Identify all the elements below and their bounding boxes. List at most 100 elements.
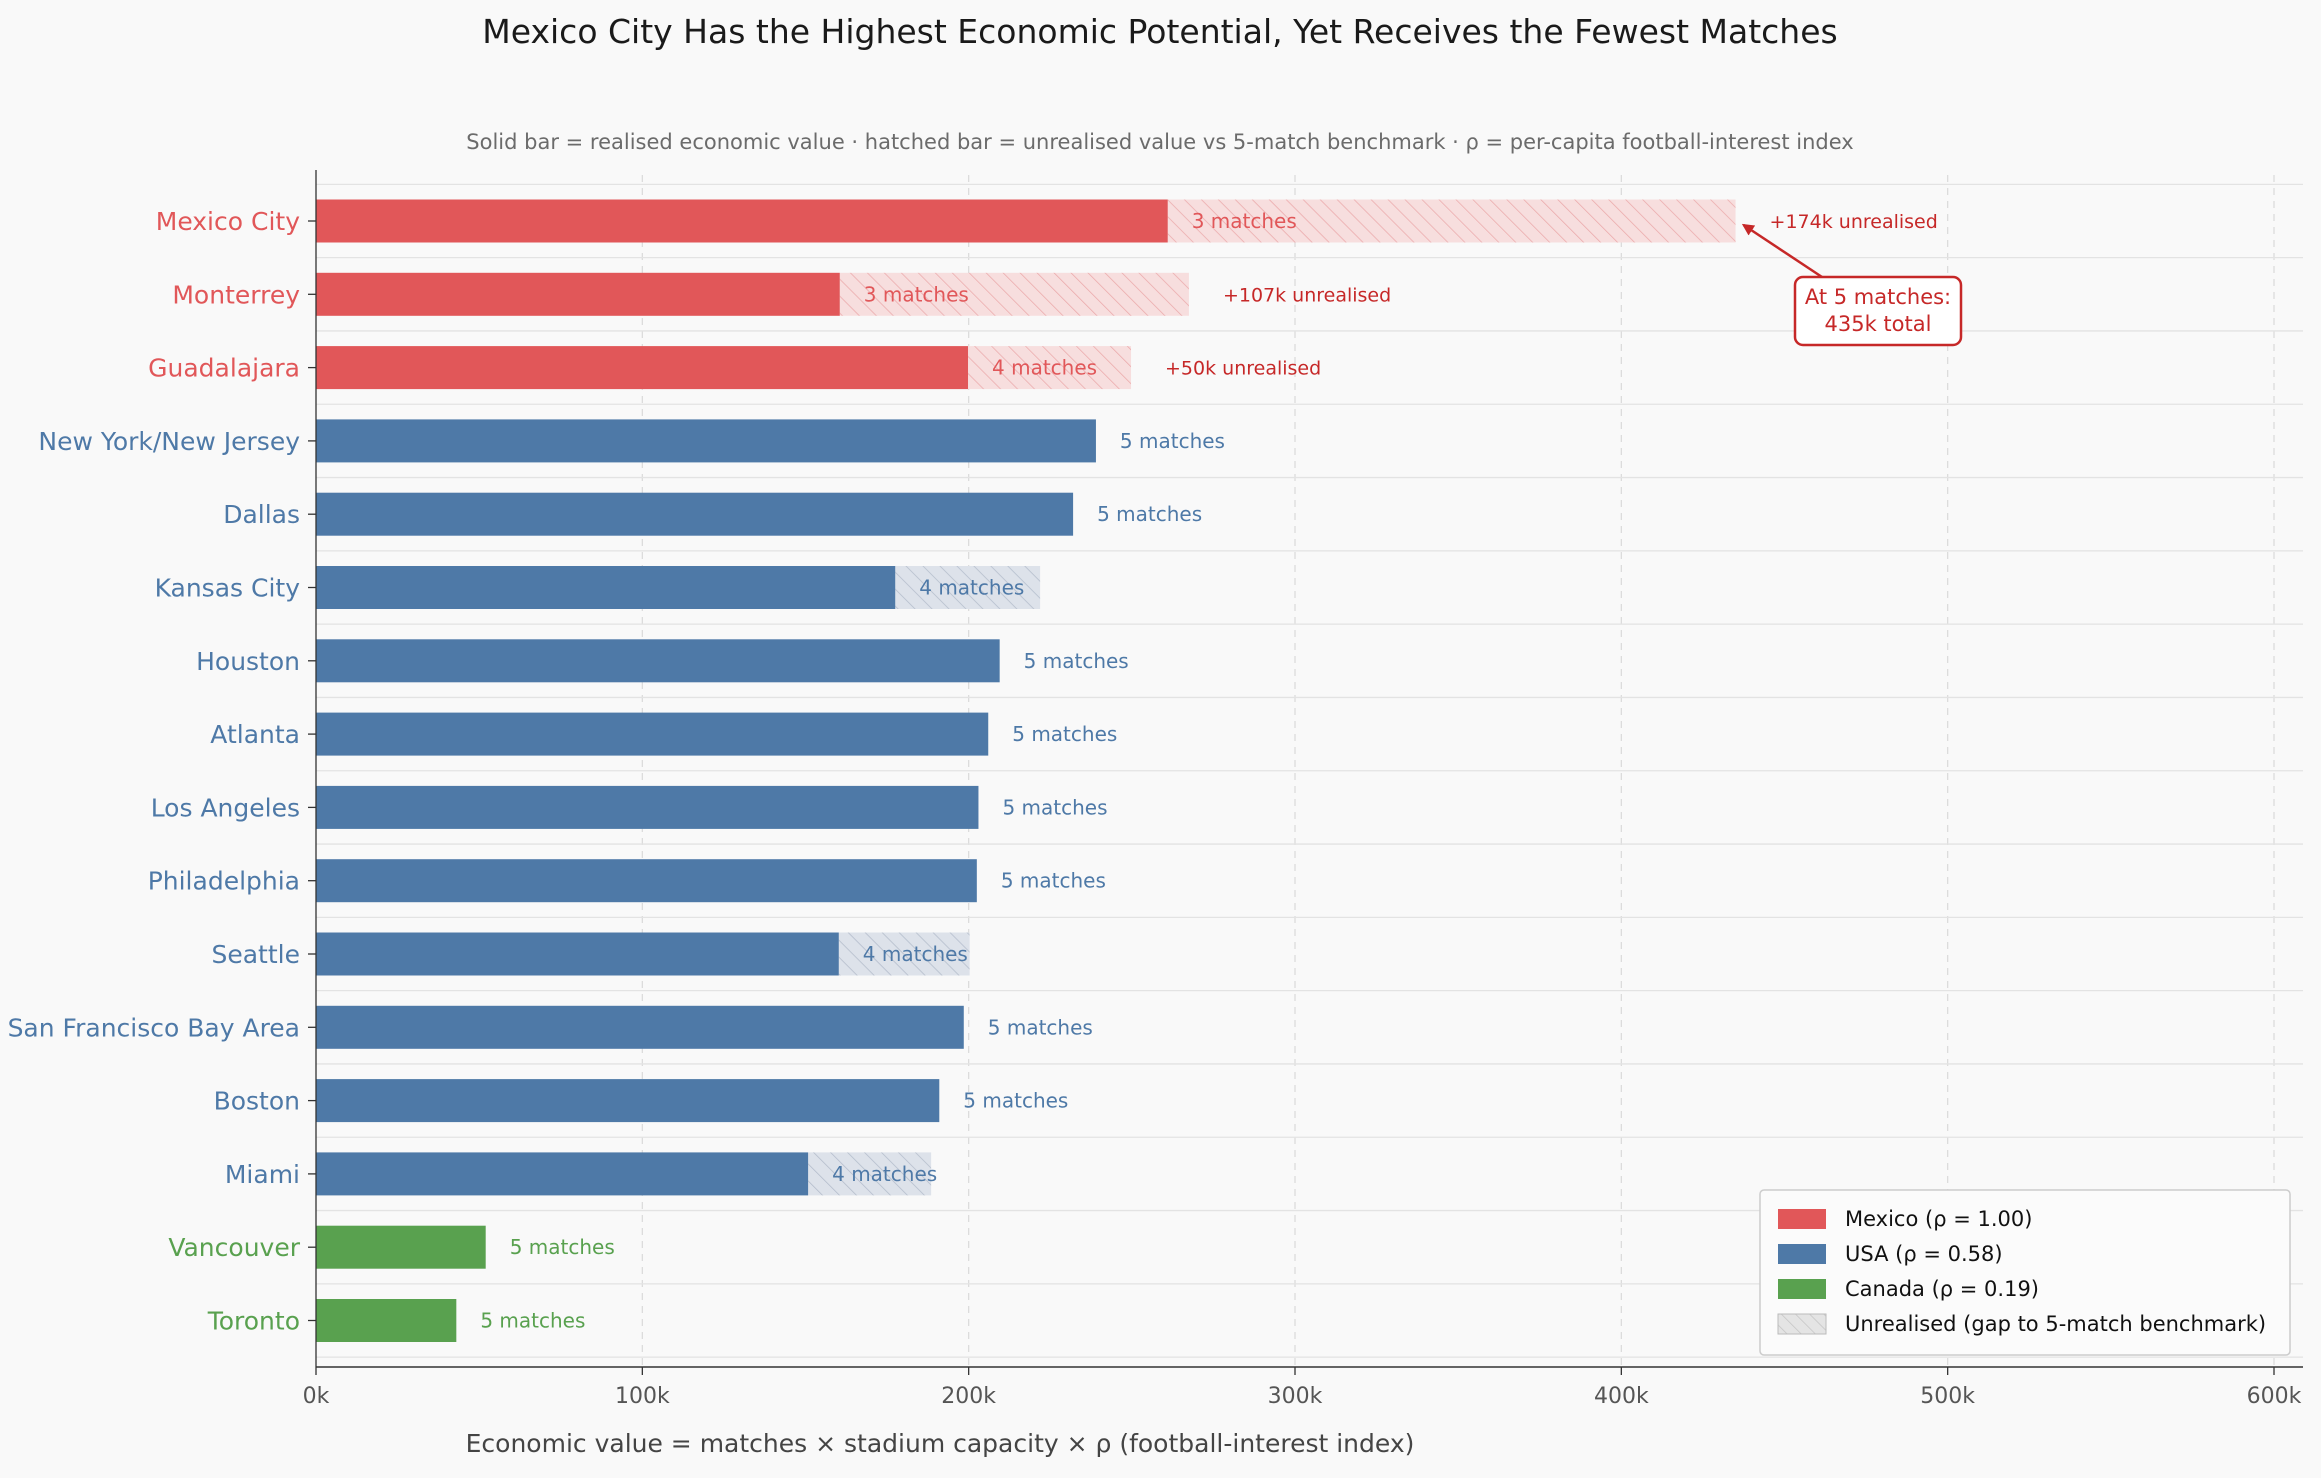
bar-group: Dallas 5 matches xyxy=(223,492,1202,536)
y-tick-label: New York/New Jersey xyxy=(38,427,300,456)
matches-label: 4 matches xyxy=(863,942,968,966)
matches-label: 5 matches xyxy=(963,1089,1068,1113)
matches-label: 5 matches xyxy=(1097,502,1202,526)
chart-title: Mexico City Has the Highest Economic Pot… xyxy=(482,12,1837,51)
matches-label: 3 matches xyxy=(864,282,969,306)
annotation-box xyxy=(1793,275,1963,347)
y-tick-label: Monterrey xyxy=(172,280,300,309)
matches-label: 5 matches xyxy=(480,1309,585,1333)
legend-label: Unrealised (gap to 5-match benchmark) xyxy=(1845,1312,2266,1336)
matches-label: 5 matches xyxy=(1002,795,1107,819)
annotation-line-1: At 5 matches: xyxy=(1805,285,1951,309)
bar-group: Boston 5 matches xyxy=(214,1079,1068,1123)
unrealised-bar xyxy=(808,1152,932,1196)
matches-label: 5 matches xyxy=(1024,649,1129,673)
y-tick-label: Dallas xyxy=(223,500,300,529)
y-tick-label: Guadalajara xyxy=(148,354,300,383)
legend-swatch xyxy=(1778,1244,1826,1264)
y-tick-label: Toronto xyxy=(207,1307,300,1336)
matches-label: 5 matches xyxy=(1001,869,1106,893)
realised-bar xyxy=(316,346,969,390)
bar-group: Kansas City 4 matches xyxy=(155,566,1041,609)
x-tick-label: 300k xyxy=(1268,1384,1323,1409)
realised-bar xyxy=(316,199,1168,243)
realised-bar xyxy=(316,785,979,829)
unrealised-label: +50k unrealised xyxy=(1165,358,1321,380)
unrealised-bar xyxy=(839,272,1189,316)
y-tick-label: Atlanta xyxy=(210,720,300,749)
y-tick-label: Philadelphia xyxy=(148,867,300,896)
bar-group: Atlanta 5 matches xyxy=(210,712,1117,756)
realised-bar xyxy=(316,712,989,756)
matches-label: 3 matches xyxy=(1192,209,1297,233)
y-tick-label: Seattle xyxy=(211,940,300,969)
matches-label: 4 matches xyxy=(919,576,1024,600)
x-tick-label: 200k xyxy=(941,1384,996,1409)
matches-label: 5 matches xyxy=(1120,429,1225,453)
realised-bar xyxy=(316,1152,809,1196)
bars: Mexico City 3 matches +174k unrealised Mont… xyxy=(8,199,1938,1342)
x-tick-label: 600k xyxy=(2247,1384,2302,1409)
legend-swatch xyxy=(1778,1209,1826,1229)
y-tick-label: Vancouver xyxy=(168,1233,300,1262)
x-tick-label: 0k xyxy=(303,1384,330,1409)
realised-bar xyxy=(316,492,1074,536)
realised-bar xyxy=(316,1005,964,1049)
y-tick-label: Mexico City xyxy=(156,207,300,236)
unrealised-bar xyxy=(838,932,970,976)
x-tick-label: 100k xyxy=(615,1384,670,1409)
legend-label: USA (ρ = 0.58) xyxy=(1845,1242,2003,1266)
unrealised-bar xyxy=(1167,199,1736,243)
y-tick-label: San Francisco Bay Area xyxy=(8,1013,300,1042)
y-tick-label: Los Angeles xyxy=(151,793,300,822)
x-tick-label: 400k xyxy=(1594,1384,1649,1409)
x-axis: 0k 100k 200k 300k 400k 500k 600k xyxy=(303,170,2303,1409)
bar-group: New York/New Jersey 5 matches xyxy=(38,419,1225,463)
realised-bar xyxy=(316,272,840,316)
legend-swatch xyxy=(1777,1313,1827,1335)
row-separators xyxy=(316,183,2303,1358)
realised-bar xyxy=(316,1225,486,1269)
bar-group: Monterrey 3 matches +107k unrealised xyxy=(172,272,1391,316)
unrealised-bar xyxy=(968,346,1132,390)
bar-group: Toronto 5 matches xyxy=(207,1299,585,1342)
annotation-line-2: 435k total xyxy=(1825,312,1932,336)
matches-label: 5 matches xyxy=(988,1015,1093,1039)
realised-bar xyxy=(316,419,1096,463)
bar-group: San Francisco Bay Area 5 matches xyxy=(8,1005,1093,1049)
bar-group: Vancouver 5 matches xyxy=(168,1225,615,1269)
legend-swatch xyxy=(1778,1279,1826,1299)
bar-group: Philadelphia 5 matches xyxy=(148,859,1106,903)
y-tick-label: Boston xyxy=(214,1087,300,1116)
bar-group: Mexico City 3 matches +174k unrealised xyxy=(156,199,1938,243)
legend-label: Canada (ρ = 0.19) xyxy=(1845,1277,2039,1301)
bar-group: Los Angeles 5 matches xyxy=(151,785,1108,829)
bar-group: Guadalajara 4 matches +50k unrealised xyxy=(148,346,1321,390)
matches-label: 4 matches xyxy=(992,356,1097,380)
bar-group: Houston 5 matches xyxy=(196,639,1129,683)
y-tick-label: Houston xyxy=(196,647,300,676)
bar-group: Miami 4 matches xyxy=(225,1152,937,1196)
matches-label: 5 matches xyxy=(510,1235,615,1259)
legend: Mexico (ρ = 1.00) USA (ρ = 0.58) Canada (ρ… xyxy=(1759,1189,2291,1356)
realised-bar xyxy=(316,1079,940,1123)
bar-group: Seattle 4 matches xyxy=(211,932,970,976)
unrealised-label: +174k unrealised xyxy=(1770,211,1938,233)
y-tick-label: Miami xyxy=(225,1160,300,1189)
matches-label: 5 matches xyxy=(1012,722,1117,746)
y-tick-label: Kansas City xyxy=(155,574,301,603)
annotation: At 5 matches: 435k total xyxy=(1741,223,1963,347)
realised-bar xyxy=(316,932,839,976)
realised-bar xyxy=(316,1299,457,1342)
unrealised-bar xyxy=(895,566,1041,609)
x-tick-label: 500k xyxy=(1920,1384,1975,1409)
unrealised-label: +107k unrealised xyxy=(1223,284,1391,306)
chart-subtitle: Solid bar = realised economic value · ha… xyxy=(466,130,1853,154)
realised-bar xyxy=(316,566,896,609)
x-axis-label: Economic value = matches × stadium capac… xyxy=(466,1429,1415,1458)
realised-bar xyxy=(316,859,977,903)
annotation-arrow xyxy=(1741,223,1823,279)
matches-label: 4 matches xyxy=(832,1162,937,1186)
realised-bar xyxy=(316,639,1000,683)
